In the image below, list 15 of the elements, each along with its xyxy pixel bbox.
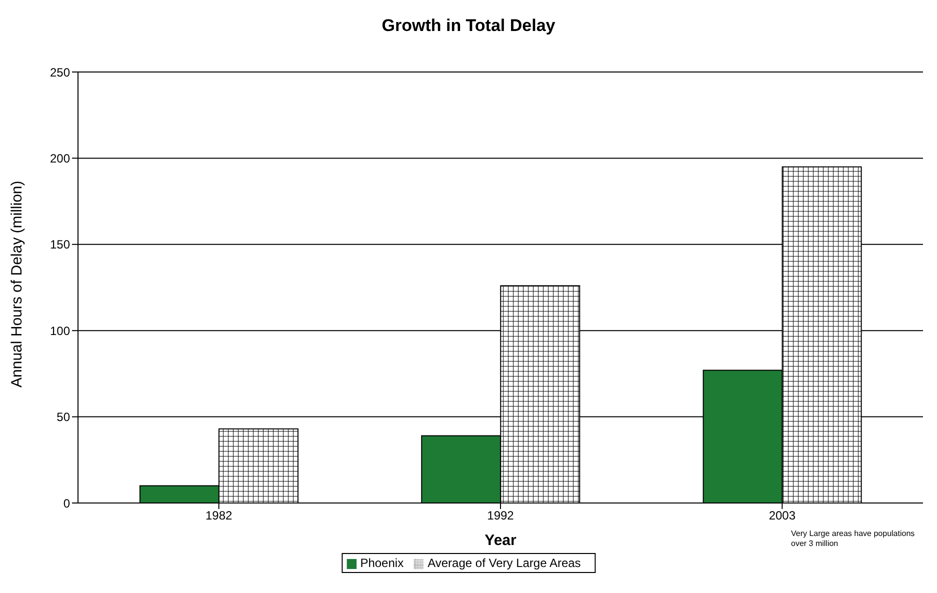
x-tick-label: 2003 [768,508,796,523]
chart-title: Growth in Total Delay [380,15,556,37]
x-axis-title: Year [484,532,517,549]
legend-label: Phoenix [360,556,404,570]
x-tick-label: 1982 [205,508,233,523]
y-tick-label: 100 [50,324,70,338]
y-axis-title: Annual Hours of Delay (million) [8,180,26,388]
y-tick-label: 50 [56,410,70,424]
y-tick-label: 200 [50,151,70,166]
y-tick-label: 250 [50,65,70,80]
text: Very Large areas have populations over 3 million [791,529,916,549]
legend-label: Average of Very Large Areas [428,556,581,570]
y-tick-label: 150 [50,238,70,252]
x-tick-label: 1992 [487,508,514,523]
y-tick-label: 0 [63,496,70,510]
